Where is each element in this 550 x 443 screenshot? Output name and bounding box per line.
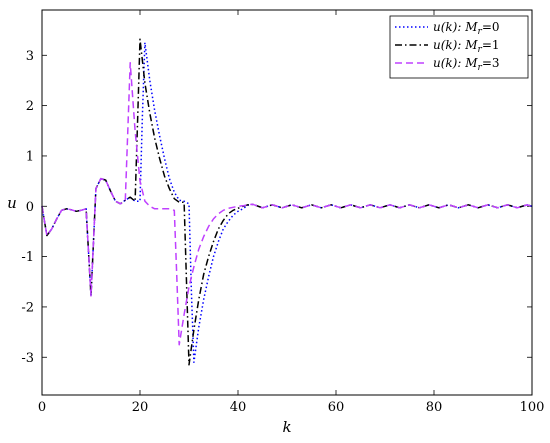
series-layer	[41, 38, 533, 366]
y-tick-label: 0	[26, 200, 34, 215]
series-line-0	[41, 41, 533, 364]
legend-entry-0: u(k): Mr=0	[433, 20, 500, 37]
series-line-2	[41, 62, 533, 346]
legend-entry-2: u(k): Mr=3	[433, 56, 500, 73]
legend-box	[389, 15, 529, 79]
y-tick-label: -1	[21, 250, 34, 265]
x-tick-label: 100	[520, 400, 545, 415]
x-tick-label: 80	[426, 400, 443, 415]
ticks-layer: 0 20 40 60 80 100 -3 -2 -1 0 1 2 3	[21, 10, 544, 415]
y-tick-label: -2	[21, 300, 34, 315]
plot-area-frame	[41, 9, 533, 396]
y-tick-label: 3	[26, 49, 34, 64]
y-axis-label: u	[7, 194, 17, 212]
legend: u(k): Mr=0u(k): Mr=1u(k): Mr=3	[389, 15, 529, 79]
y-tick-label: 2	[26, 99, 34, 114]
x-tick-label: 40	[230, 400, 247, 415]
x-tick-label: 60	[328, 400, 345, 415]
y-tick-label: 1	[26, 149, 34, 164]
x-tick-label: 0	[38, 400, 46, 415]
legend-entry-1: u(k): Mr=1	[433, 38, 500, 55]
y-tick-label: -3	[21, 351, 34, 366]
x-axis-label: k	[282, 418, 291, 436]
x-tick-label: 20	[132, 400, 149, 415]
series-line-1	[41, 38, 533, 366]
